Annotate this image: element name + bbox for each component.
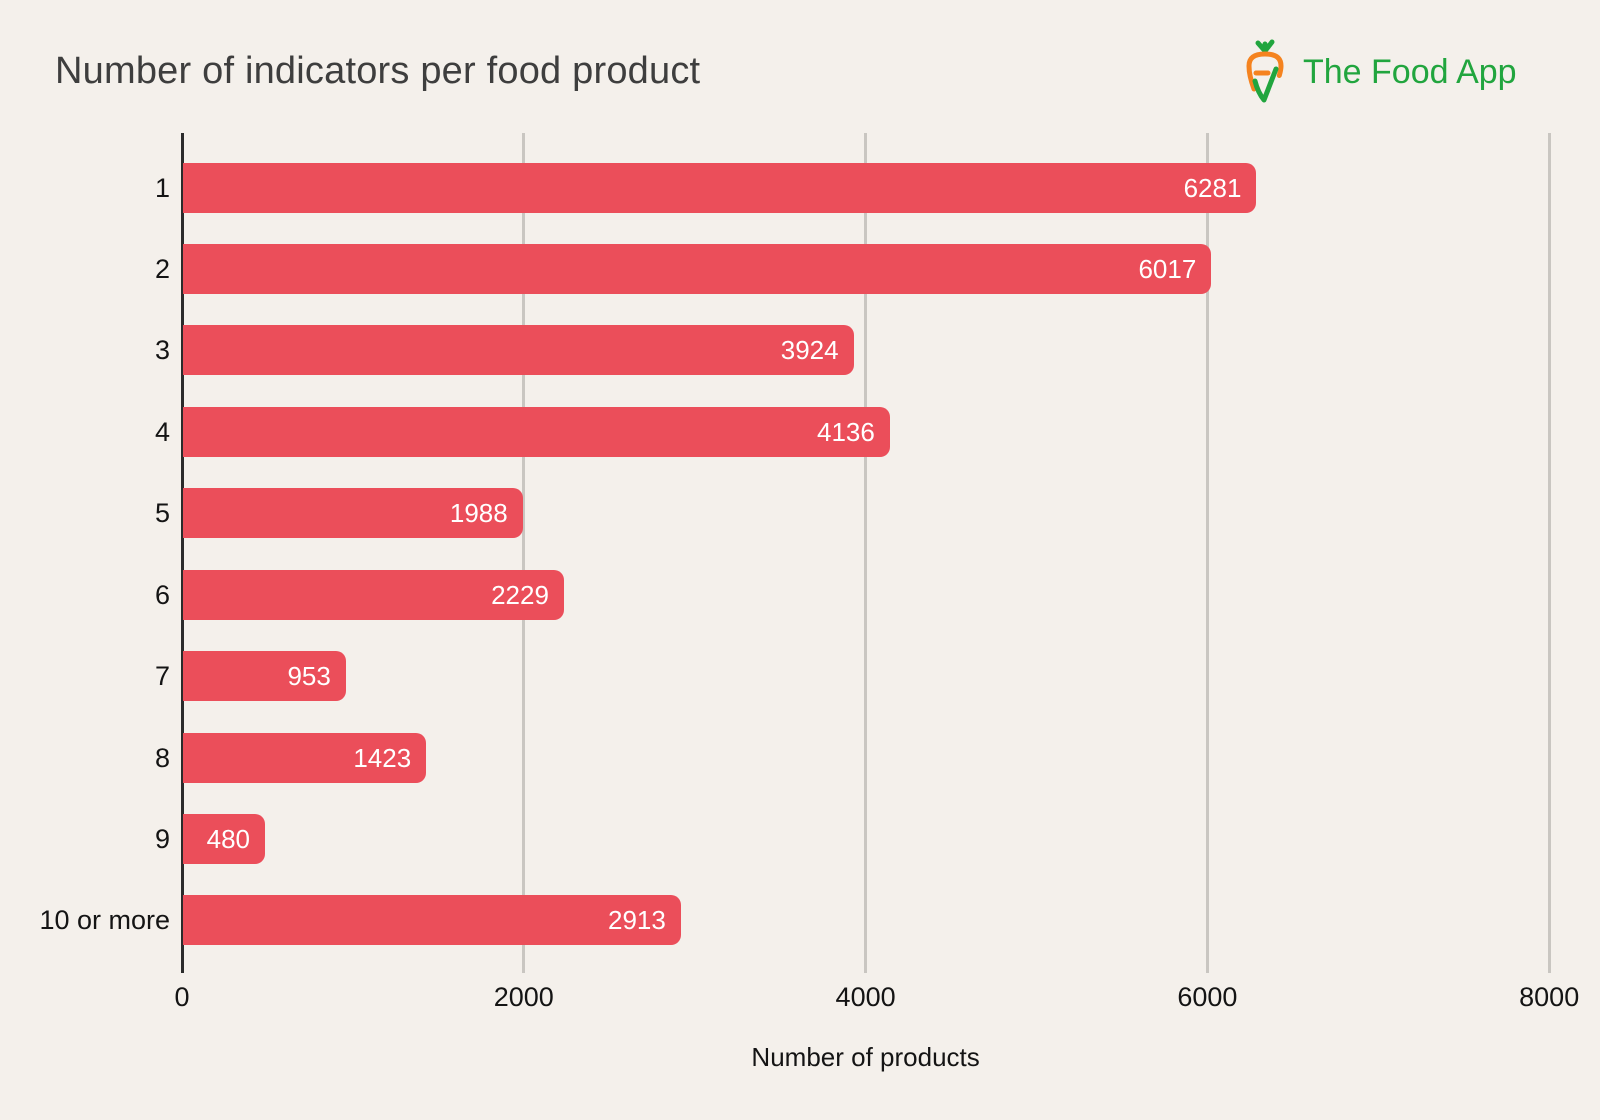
category-label: 1 [154,172,170,203]
gridline [522,133,526,973]
carrot-icon [1243,37,1287,107]
brand-name: The Food App [1303,52,1517,91]
bar: 2913 [183,895,681,946]
bar: 1423 [183,732,427,783]
bar-value-label: 3924 [780,335,839,366]
category-label: 9 [154,824,170,855]
bar-value-label: 2913 [607,905,666,936]
bar-value-label: 6017 [1138,253,1197,284]
bar: 2229 [183,569,564,620]
x-tick-label: 4000 [835,982,896,1012]
bar-value-label: 1988 [449,498,508,529]
category-label: 6 [154,579,170,610]
category-label: 10 or more [39,905,170,936]
x-tick-label: 8000 [1519,982,1580,1012]
category-label: 2 [154,253,170,284]
page-title: Number of indicators per food product [55,50,701,92]
bar: 6281 [183,162,1257,213]
bar-value-label: 953 [287,661,331,692]
category-label: 8 [154,742,170,773]
x-axis-title: Number of products [751,1042,980,1072]
bar-value-label: 2229 [491,579,549,610]
bar-value-label: 480 [206,824,251,855]
category-label: 3 [154,335,170,366]
category-label: 4 [154,416,170,447]
gridline [1547,133,1551,973]
bar: 953 [183,651,346,702]
bar-value-label: 4136 [816,416,875,447]
bar: 4136 [183,406,890,457]
bar: 3924 [183,325,854,376]
bar: 6017 [183,243,1212,294]
bar: 480 [183,814,266,865]
bar-value-label: 6281 [1183,172,1242,203]
gridline [864,133,868,973]
gridline [1205,133,1209,973]
brand-logo: The Food App [1243,36,1517,108]
bar: 1988 [183,488,523,539]
y-axis-line [180,133,184,973]
category-label: 5 [154,498,170,529]
category-label: 7 [154,661,170,692]
x-tick-label: 6000 [1177,982,1238,1012]
x-tick-label: 2000 [493,982,554,1012]
x-tick-label: 0 [174,982,190,1012]
bar-value-label: 1423 [353,742,412,773]
